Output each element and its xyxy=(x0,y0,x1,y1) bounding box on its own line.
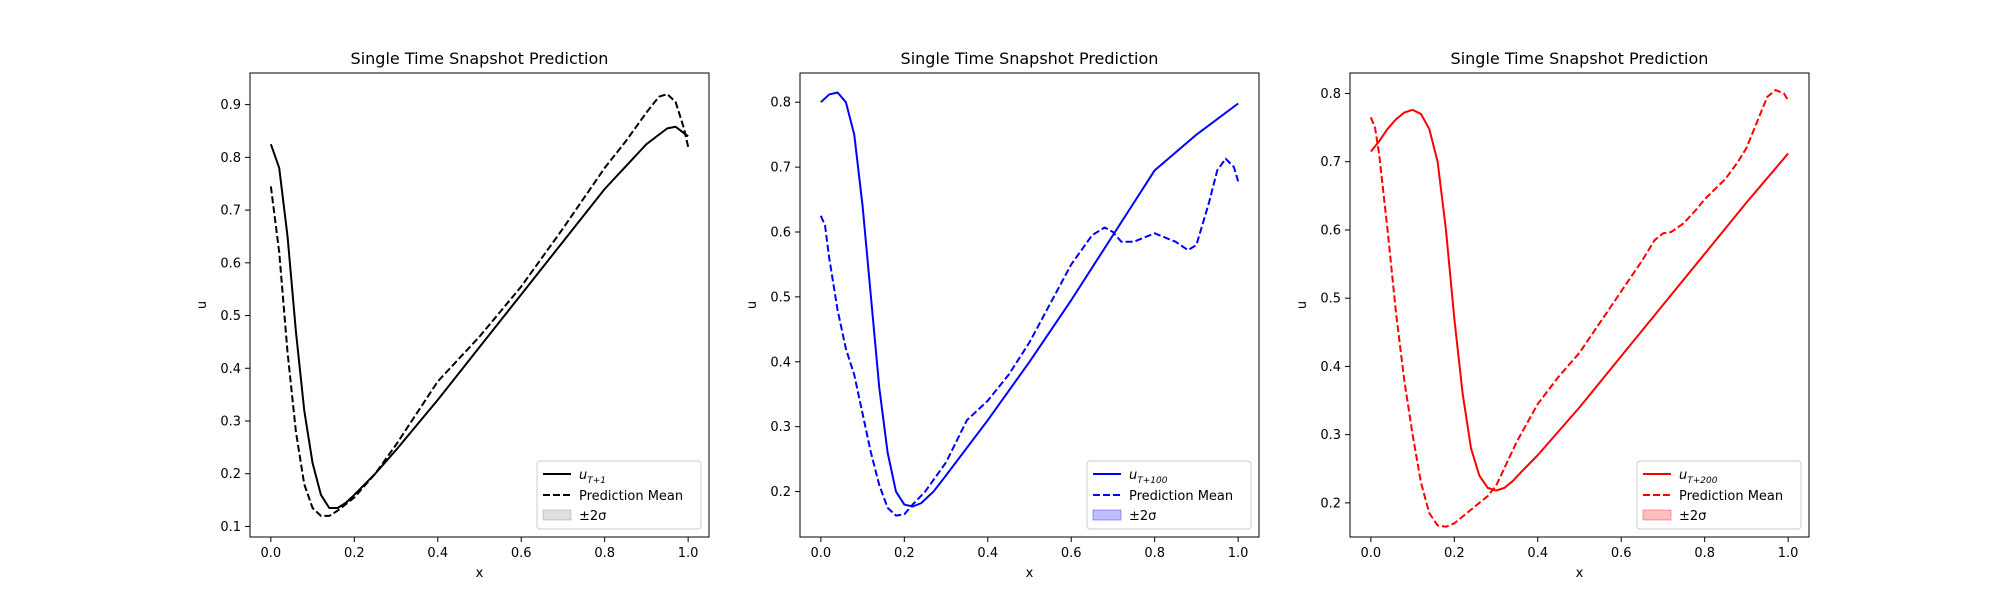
legend: uT+100 Prediction Mean ±2σ xyxy=(1086,460,1252,530)
x-tick-label: 0.4 xyxy=(977,546,998,561)
legend-box xyxy=(1086,460,1252,530)
x-tick-label: 0.6 xyxy=(1061,546,1082,561)
legend-swatch-band xyxy=(542,509,572,521)
y-tick-label: 0.2 xyxy=(1320,496,1341,511)
x-tick-label: 0.2 xyxy=(1444,546,1465,561)
x-tick-label: 0.4 xyxy=(1527,546,1548,561)
x-tick-label: 0.8 xyxy=(1144,546,1165,561)
x-tick-label: 0.2 xyxy=(344,546,365,561)
legend-label-band: ±2σ xyxy=(1129,509,1156,524)
legend-label-mean: Prediction Mean xyxy=(1679,489,1783,504)
x-tick-label: 1.0 xyxy=(1778,546,1799,561)
legend-label-true: uT+100 xyxy=(1129,468,1168,486)
y-tick-label: 0.7 xyxy=(770,161,791,176)
x-tick-label: 0.8 xyxy=(594,546,615,561)
x-tick-label: 0.0 xyxy=(1361,546,1382,561)
legend-label-band: ±2σ xyxy=(1679,509,1706,524)
y-tick-label: 0.5 xyxy=(770,290,791,305)
plot-frame xyxy=(1349,72,1810,538)
y-tick-label: 0.7 xyxy=(220,204,241,219)
x-tick-label: 0.6 xyxy=(511,546,532,561)
legend: uT+200 Prediction Mean ±2σ xyxy=(1636,460,1802,530)
x-tick-label: 0.8 xyxy=(1694,546,1715,561)
legend-true-sub: T+1 xyxy=(587,476,606,486)
x-axis-label: x xyxy=(1576,566,1584,581)
chart-title: Single Time Snapshot Prediction xyxy=(901,49,1159,68)
chart-panel-2: Single Time Snapshot Prediction 0.0 0.2 0.4… xyxy=(745,49,1260,581)
legend: uT+1 Prediction Mean ±2σ xyxy=(536,460,702,530)
y-tick-label: 0.7 xyxy=(1320,155,1341,170)
legend-true-base: u xyxy=(1679,468,1687,483)
plot-frame xyxy=(799,72,1260,538)
legend-true-sub: T+100 xyxy=(1137,476,1167,486)
legend-label-band: ±2σ xyxy=(579,509,606,524)
chart-title: Single Time Snapshot Prediction xyxy=(351,49,609,68)
y-tick-label: 0.5 xyxy=(220,309,241,324)
y-tick-label: 0.6 xyxy=(770,225,791,240)
x-axis-label: x xyxy=(476,566,484,581)
legend-box xyxy=(536,460,702,530)
legend-label-mean: Prediction Mean xyxy=(1129,489,1233,504)
chart-panel-1: Single Time Snapshot Prediction 0.0 0.2 0.4… xyxy=(195,49,710,581)
y-axis-label: u xyxy=(745,301,760,309)
y-tick-label: 0.6 xyxy=(1320,223,1341,238)
y-tick-label: 0.8 xyxy=(220,151,241,166)
y-tick-label: 0.5 xyxy=(1320,292,1341,307)
true-solution-line xyxy=(269,125,689,509)
y-tick-label: 0.1 xyxy=(220,520,241,535)
plot-frame xyxy=(249,72,710,538)
y-tick-label: 0.3 xyxy=(770,420,791,435)
legend-box xyxy=(1636,460,1802,530)
y-tick-label: 0.4 xyxy=(220,362,241,377)
x-tick-label: 0.0 xyxy=(811,546,832,561)
y-tick-label: 0.4 xyxy=(1320,360,1341,375)
prediction-mean-line xyxy=(269,93,690,517)
legend-swatch-band xyxy=(1092,509,1122,521)
true-solution-line xyxy=(1370,108,1789,492)
x-axis-label: x xyxy=(1026,566,1034,581)
legend-swatch-band xyxy=(1642,509,1672,521)
x-tick-label: 0.2 xyxy=(894,546,915,561)
y-tick-label: 0.8 xyxy=(1320,87,1341,102)
legend-true-base: u xyxy=(579,468,587,483)
y-tick-label: 0.3 xyxy=(1320,428,1341,443)
prediction-mean-line xyxy=(819,157,1240,517)
y-tick-label: 0.3 xyxy=(220,415,241,430)
y-tick-label: 0.9 xyxy=(220,98,241,113)
legend-true-sub: T+200 xyxy=(1687,476,1717,486)
chart-panel-3: Single Time Snapshot Prediction 0.0 0.2 0.4… xyxy=(1295,49,1810,581)
y-tick-label: 0.2 xyxy=(770,485,791,500)
chart-title: Single Time Snapshot Prediction xyxy=(1451,49,1709,68)
x-tick-label: 0.0 xyxy=(261,546,282,561)
y-axis-label: u xyxy=(1295,301,1310,309)
x-tick-label: 0.6 xyxy=(1611,546,1632,561)
prediction-mean-line xyxy=(1369,89,1789,528)
y-tick-label: 0.2 xyxy=(220,467,241,482)
y-axis-label: u xyxy=(195,301,210,309)
true-solution-line xyxy=(820,91,1239,508)
y-tick-label: 0.6 xyxy=(220,256,241,271)
x-tick-label: 1.0 xyxy=(678,546,699,561)
y-tick-label: 0.8 xyxy=(770,96,791,111)
x-tick-label: 1.0 xyxy=(1228,546,1249,561)
y-tick-label: 0.4 xyxy=(770,355,791,370)
legend-label-true: uT+1 xyxy=(579,468,606,486)
x-tick-label: 0.4 xyxy=(427,546,448,561)
legend-true-base: u xyxy=(1129,468,1137,483)
legend-label-mean: Prediction Mean xyxy=(579,489,683,504)
legend-label-true: uT+200 xyxy=(1679,468,1718,486)
